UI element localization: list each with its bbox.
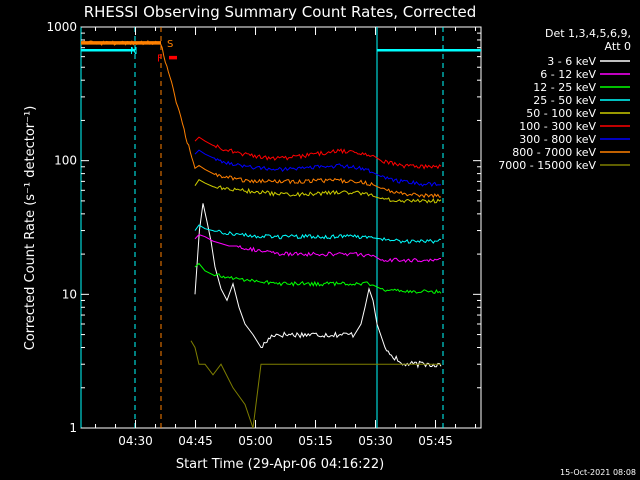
series-line-7 bbox=[80, 39, 442, 199]
annotation-flare-label: F bbox=[157, 54, 163, 65]
x-tick-label-2: 05:00 bbox=[238, 434, 273, 448]
annotation-layer: N SF bbox=[80, 27, 481, 428]
series-line-2 bbox=[194, 262, 442, 294]
series-layer bbox=[80, 39, 442, 429]
x-axis-label: Start Time (29-Apr-06 04:16:22) bbox=[176, 457, 384, 472]
footer-timestamp: 15-Oct-2021 08:08 bbox=[560, 468, 636, 477]
legend-header-line-2: Att 0 bbox=[605, 40, 631, 53]
legend-header-line-1: Det 1,3,4,5,6,9, bbox=[545, 27, 631, 40]
x-tick-label-4: 05:30 bbox=[358, 434, 393, 448]
axis-layer: 1 10 100 1000 04:30 04:45 05:00 05:15 05:30 05:45 bbox=[46, 20, 481, 448]
x-tick-label-3: 05:15 bbox=[298, 434, 333, 448]
legend-label-5: 100 - 300 keV bbox=[519, 120, 596, 133]
y-tick-label-2: 100 bbox=[54, 154, 77, 168]
legend-label-3: 25 - 50 keV bbox=[533, 94, 596, 107]
series-line-1 bbox=[194, 234, 441, 263]
x-tick-label-0: 04:30 bbox=[118, 434, 153, 448]
series-line-4 bbox=[194, 179, 442, 204]
series-line-5 bbox=[194, 136, 442, 170]
x-tick-label-1: 04:45 bbox=[178, 434, 213, 448]
series-line-8 bbox=[190, 340, 441, 429]
legend-label-1: 6 - 12 keV bbox=[540, 68, 596, 81]
y-tick-label-3: 1000 bbox=[46, 20, 77, 34]
series-line-6 bbox=[194, 149, 442, 188]
legend-label-6: 300 - 800 keV bbox=[519, 133, 596, 146]
legend-label-8: 7000 - 15000 keV bbox=[498, 159, 596, 172]
legend-label-2: 12 - 25 keV bbox=[533, 81, 596, 94]
y-tick-label-0: 1 bbox=[69, 421, 77, 435]
legend-label-4: 50 - 100 keV bbox=[526, 107, 596, 120]
chart-title: RHESSI Observing Summary Count Rates, Co… bbox=[84, 3, 477, 21]
legend-label-0: 3 - 6 keV bbox=[547, 55, 596, 68]
x-tick-label-5: 05:45 bbox=[418, 434, 453, 448]
annotation-saa-label: S bbox=[167, 39, 173, 50]
y-tick-label-1: 10 bbox=[62, 287, 77, 301]
legend-label-7: 800 - 7000 keV bbox=[512, 146, 596, 159]
series-line-3 bbox=[194, 224, 442, 244]
series-line-0 bbox=[194, 203, 442, 369]
annotation-night-label: N bbox=[130, 46, 137, 57]
y-axis-label: Corrected Count Rate (s⁻¹ detector⁻¹) bbox=[23, 106, 38, 351]
